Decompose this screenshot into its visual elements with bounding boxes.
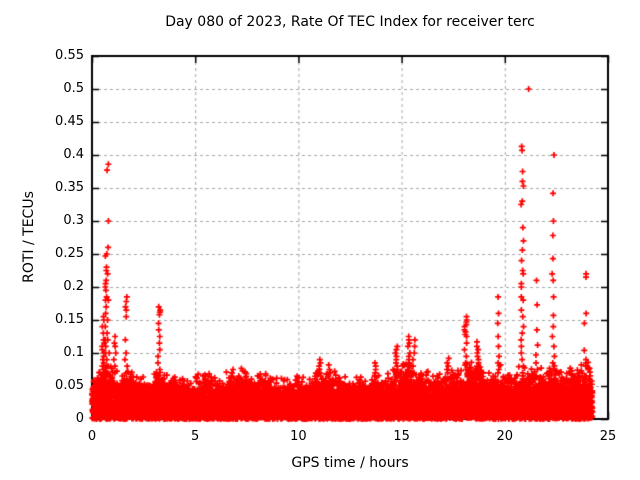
y-tick-label: 0.2 <box>63 279 84 294</box>
x-tick-label: 20 <box>496 429 514 444</box>
y-tick-label: 0.3 <box>63 213 84 228</box>
y-tick-label: 0.45 <box>55 114 84 129</box>
y-tick-label: 0 <box>75 411 84 426</box>
chart-title: Day 080 of 2023, Rate Of TEC Index for r… <box>165 14 535 30</box>
y-tick-label: 0.55 <box>55 48 84 63</box>
y-tick-label: 0.05 <box>55 378 84 393</box>
y-axis-title: ROTI / TECUs <box>21 191 37 283</box>
x-tick-label: 10 <box>290 429 307 444</box>
y-tick-label: 0.25 <box>55 246 84 261</box>
y-tick-label: 0.35 <box>55 180 84 195</box>
y-tick-label: 0.5 <box>63 81 84 96</box>
x-axis-title: GPS time / hours <box>291 455 409 471</box>
x-tick-label: 25 <box>599 429 617 444</box>
y-tick-label: 0.15 <box>55 312 84 327</box>
x-tick-label: 5 <box>191 429 200 444</box>
y-tick-label: 0.4 <box>63 147 84 162</box>
y-tick-label: 0.1 <box>63 345 84 360</box>
x-tick-label: 15 <box>393 429 410 444</box>
x-tick-label: 0 <box>87 429 97 444</box>
